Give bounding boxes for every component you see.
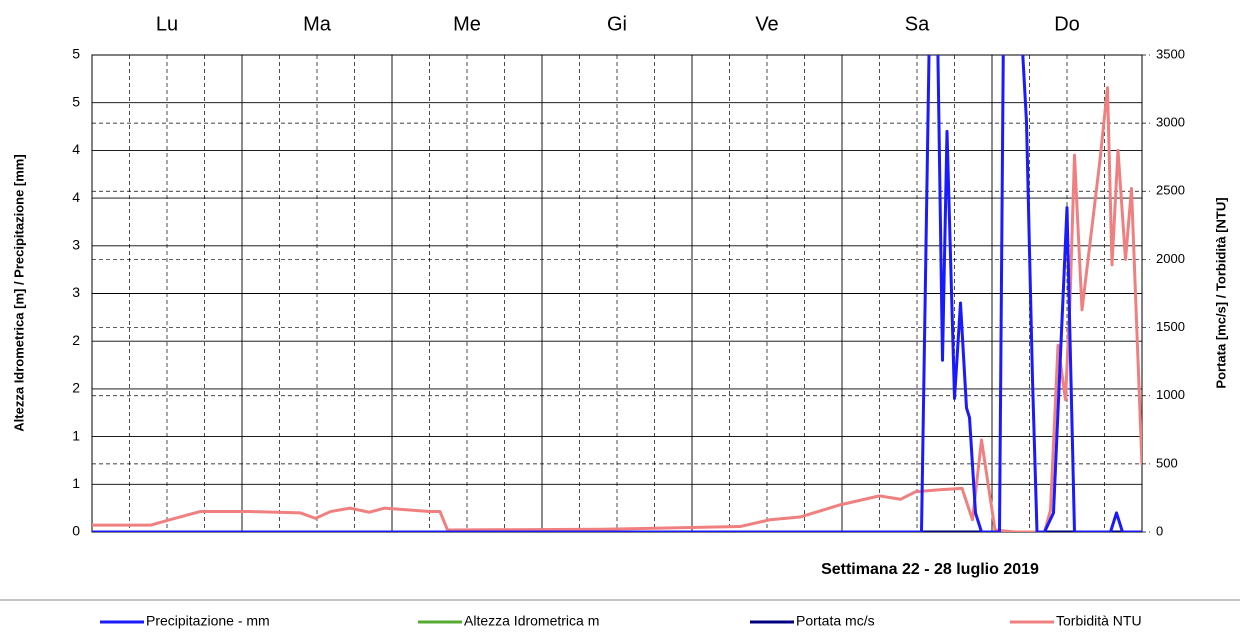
day-label: Lu [156, 13, 178, 35]
legend-label: Precipitazione - mm [146, 613, 270, 629]
y-tick-label: 2 [72, 380, 80, 396]
y-tick-label: 3 [72, 284, 80, 300]
day-label: Do [1054, 13, 1080, 35]
y-tick-label: 3 [72, 237, 80, 253]
day-label: Gi [607, 13, 627, 35]
series-line [92, 55, 1142, 532]
y2-tick-label: 3000 [1156, 115, 1185, 130]
y2-tick-label: 1000 [1156, 387, 1185, 402]
y-axis-label: Altezza Idrometrica [m] / Precipitazione… [11, 154, 26, 431]
y2-tick-label: 2000 [1156, 251, 1185, 266]
subtitle: Settimana 22 - 28 luglio 2019 [821, 561, 1039, 578]
y-tick-label: 2 [72, 332, 80, 348]
day-label: Ve [755, 13, 778, 35]
y2-tick-label: 1500 [1156, 319, 1185, 334]
legend-label: Portata mc/s [796, 613, 875, 629]
y-tick-label: 0 [72, 523, 80, 539]
day-label: Me [453, 13, 481, 35]
legend-label: Altezza Idrometrica m [464, 613, 599, 629]
y-tick-label: 1 [72, 427, 80, 443]
y-tick-label: 5 [72, 93, 80, 109]
y2-tick-label: 3500 [1156, 46, 1185, 61]
y2-tick-label: 2500 [1156, 183, 1185, 198]
y-tick-label: 4 [72, 189, 80, 205]
y-tick-label: 4 [72, 141, 80, 157]
y2-axis-label: Portata [mc/s] / Torbidità [NTU] [1213, 197, 1228, 388]
legend-label: Torbidità NTU [1056, 613, 1142, 629]
day-label: Ma [303, 13, 332, 35]
y-tick-label: 1 [72, 475, 80, 491]
series-line [92, 86, 1142, 532]
y-tick-label: 5 [72, 46, 80, 62]
y2-tick-label: 500 [1156, 455, 1178, 470]
y2-tick-label: 0 [1156, 523, 1163, 538]
day-label: Sa [905, 13, 930, 35]
